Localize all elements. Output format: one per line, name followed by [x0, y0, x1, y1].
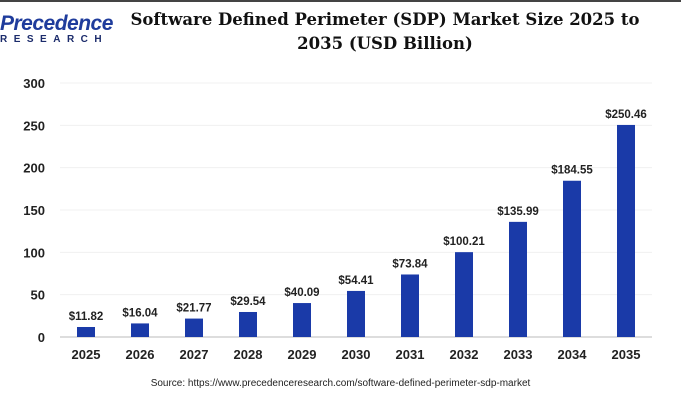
data-label: $11.82: [69, 311, 104, 323]
bar: [455, 252, 473, 337]
y-tick-label: 0: [38, 330, 45, 345]
y-tick-label: 250: [23, 118, 45, 133]
bar: [77, 326, 95, 337]
data-label: $29.54: [230, 296, 266, 308]
x-tick-label: 2028: [234, 347, 263, 362]
y-tick-label: 50: [31, 288, 45, 303]
data-label: $184.55: [551, 165, 593, 177]
bar: [347, 290, 365, 337]
bar: [131, 323, 149, 337]
x-tick-label: 2034: [558, 347, 588, 362]
source-note: Source: https://www.precedenceresearch.c…: [150, 378, 531, 389]
y-tick-label: 300: [23, 76, 45, 91]
top-border: [0, 0, 681, 2]
data-label: $54.41: [338, 275, 374, 287]
y-tick-label: 150: [23, 203, 45, 218]
x-tick-label: 2030: [342, 347, 371, 362]
data-label: $21.77: [176, 303, 211, 315]
precedence-research-logo: Precedence RESEARCH: [0, 12, 113, 46]
x-tick-label: 2035: [612, 347, 641, 362]
data-label: $40.09: [284, 287, 319, 299]
logo-line2: RESEARCH: [0, 34, 109, 45]
data-label: $73.84: [392, 258, 428, 270]
bar: [239, 311, 257, 337]
x-tick-label: 2033: [504, 347, 533, 362]
bar: [401, 274, 419, 337]
y-tick-label: 200: [23, 161, 45, 176]
x-tick-label: 2026: [126, 347, 155, 362]
logo-line1: Precedence: [0, 12, 113, 35]
bar: [185, 318, 203, 337]
x-tick-label: 2027: [180, 347, 209, 362]
bar: [617, 124, 635, 337]
x-tick-label: 2025: [72, 347, 101, 362]
chart-title: Software Defined Perimeter (SDP) Market …: [130, 10, 640, 53]
x-tick-label: 2032: [450, 347, 479, 362]
data-label: $100.21: [443, 236, 485, 248]
y-tick-label: 100: [23, 245, 45, 260]
bar: [293, 303, 311, 337]
data-label: $16.04: [122, 307, 158, 319]
data-label: $135.99: [497, 206, 539, 218]
bar: [563, 180, 581, 337]
x-tick-label: 2029: [288, 347, 317, 362]
x-tick-label: 2031: [396, 347, 425, 362]
data-label: $250.46: [605, 109, 647, 121]
bar: [509, 221, 527, 337]
